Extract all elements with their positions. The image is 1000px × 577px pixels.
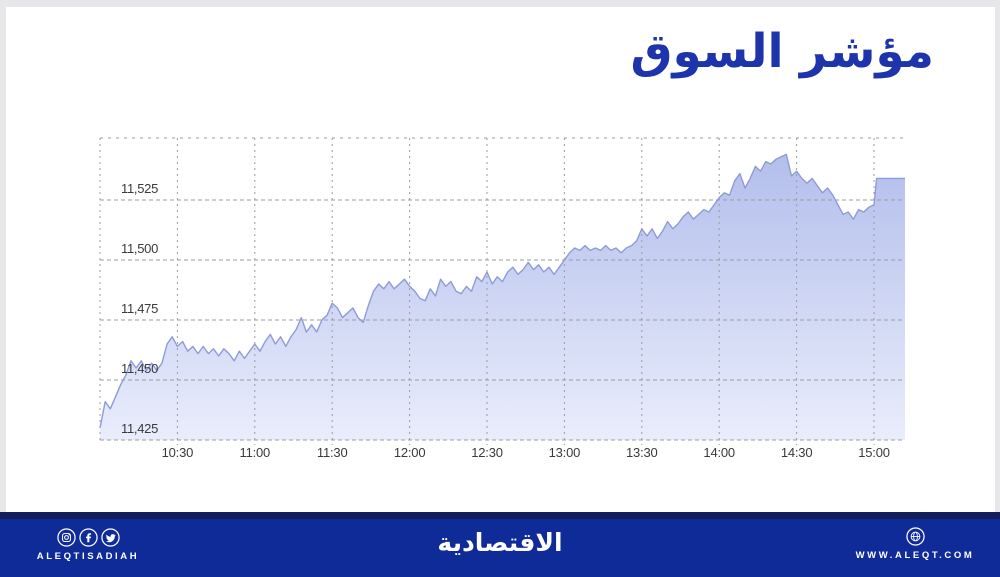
x-axis-label: 14:30 bbox=[781, 445, 813, 460]
y-axis-label: 11,500 bbox=[121, 241, 158, 256]
x-axis-label: 11:00 bbox=[240, 445, 271, 460]
brand-name-arabic: الاقتصادية bbox=[437, 528, 563, 557]
series-line bbox=[99, 153, 905, 429]
social-icons-row bbox=[30, 528, 146, 547]
x-axis-label: 12:00 bbox=[394, 445, 426, 460]
x-axis-label: 12:30 bbox=[471, 445, 503, 460]
y-axis-label: 11,525 bbox=[121, 181, 158, 196]
y-axis-label: 11,475 bbox=[121, 301, 158, 316]
twitter-icon bbox=[100, 528, 120, 547]
y-axis-label: 11,425 bbox=[121, 421, 158, 436]
y-axis-label: 11,450 bbox=[121, 361, 158, 376]
x-axis-label: 10:30 bbox=[162, 445, 194, 460]
x-axis-label: 13:00 bbox=[549, 445, 581, 460]
footer-website-block: WWW.ALEQT.COM bbox=[850, 527, 980, 561]
x-axis-label: 11:30 bbox=[317, 445, 348, 460]
brand-name-latin: ALEQTISADIAH bbox=[36, 551, 140, 562]
footer-accent-strip bbox=[0, 512, 1000, 519]
area-fill bbox=[100, 154, 905, 440]
x-axis-label: 14:00 bbox=[703, 445, 735, 460]
instagram-icon bbox=[56, 528, 76, 547]
website-url: WWW.ALEQT.COM bbox=[855, 550, 975, 561]
facebook-icon bbox=[78, 528, 98, 547]
page-title: مؤشر السوق bbox=[630, 24, 935, 79]
footer-brand-block: ALEQTISADIAH bbox=[30, 528, 146, 562]
x-axis-label: 13:30 bbox=[626, 445, 658, 460]
globe-icon bbox=[905, 527, 925, 546]
x-axis-label: 15:00 bbox=[858, 445, 890, 460]
footer-bar: ALEQTISADIAH الاقتصادية WWW.ALEQT.COM bbox=[0, 512, 1000, 577]
